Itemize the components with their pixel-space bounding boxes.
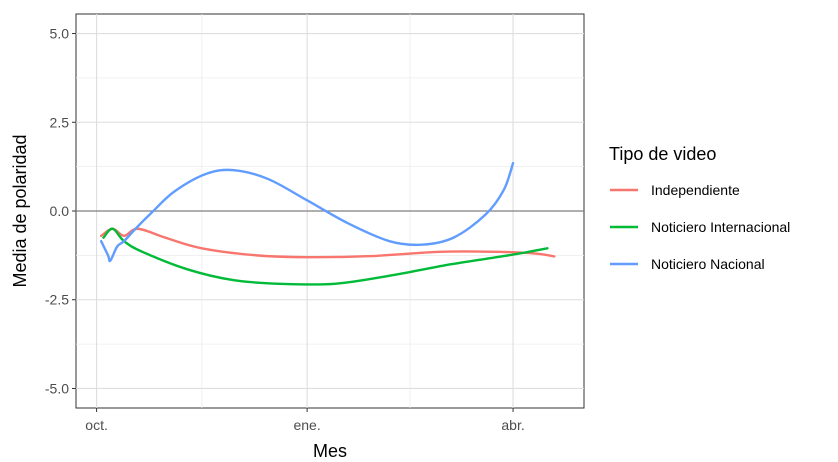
y-axis-title: Media de polaridad [10,134,30,287]
legend: Tipo de video Independiente Noticiero Int… [609,144,790,272]
grid [76,14,584,408]
series-line-independiente [99,227,556,259]
y-tick-label: 2.5 [50,114,70,130]
legend-label-noticiero-internacional: Noticiero Internacional [651,219,790,235]
legend-label-noticiero-nacional: Noticiero Nacional [651,256,765,272]
x-tick-label: oct. [85,417,108,433]
series-lines [99,161,556,286]
series-line-noticiero-nacional [99,161,515,263]
legend-title: Tipo de video [609,144,716,164]
axes: 5.0 2.5 0.0 -2.5 -5.0 oct. ene. abr. [45,26,525,433]
x-tick-label: abr. [501,417,524,433]
y-tick-label: -5.0 [45,380,69,396]
legend-label-independiente: Independiente [651,182,740,198]
y-tick-label: 5.0 [50,26,70,42]
x-axis-title: Mes [313,441,347,461]
y-tick-label: -2.5 [45,292,69,308]
x-tick-label: ene. [293,417,320,433]
series-line-noticiero-internacional [102,227,549,286]
y-tick-label: 0.0 [50,203,70,219]
